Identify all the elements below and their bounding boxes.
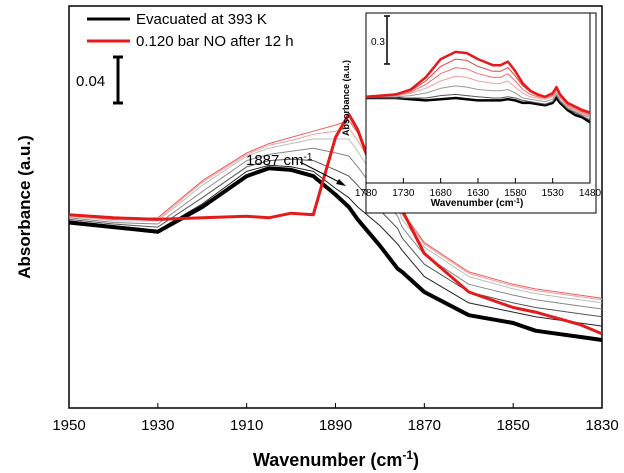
scale-bar-label: 0.04 bbox=[76, 73, 105, 90]
inset-series-line-4 bbox=[365, 67, 591, 116]
legend-label-evacuated: Evacuated at 393 K bbox=[136, 11, 267, 28]
main-series-line-7 bbox=[68, 112, 603, 336]
main-x-axis: 1950 1930 1910 1890 1870 1850 1830 bbox=[52, 403, 619, 434]
legend-label-no: 0.120 bar NO after 12 h bbox=[136, 33, 294, 50]
main-series-line-2 bbox=[68, 158, 603, 318]
main-x-tick-label: 1850 bbox=[496, 417, 529, 434]
main-series-line-1 bbox=[68, 164, 603, 327]
inset-x-tick-label: 1530 bbox=[542, 188, 565, 199]
main-series-line-4 bbox=[68, 138, 603, 304]
inset-series-line-1 bbox=[366, 93, 591, 121]
inset-x-tick-label: 1730 bbox=[392, 188, 415, 199]
legend: Evacuated at 393 K 0.120 bar NO after 12… bbox=[87, 11, 294, 50]
inset-x-tick-label: 1480 bbox=[579, 188, 602, 199]
main-x-tick-label: 1910 bbox=[230, 417, 263, 434]
inset-series-line-0 bbox=[366, 96, 591, 124]
peak-annotation: 1887 cm-1 bbox=[246, 152, 346, 186]
main-x-tick-label: 1870 bbox=[408, 417, 441, 434]
main-series-group bbox=[68, 112, 603, 342]
main-x-tick-label: 1950 bbox=[52, 417, 85, 434]
inset-x-tick-label: 1630 bbox=[467, 188, 490, 199]
inset-y-axis-title: Absorbance (a.u.) bbox=[341, 60, 351, 136]
main-y-axis-title: Absorbance (a.u.) bbox=[15, 135, 34, 279]
main-series-line-5 bbox=[68, 127, 603, 301]
main-series-line-3 bbox=[68, 147, 603, 310]
inset-x-axis-title: Wavenumber (cm-1) bbox=[431, 198, 524, 210]
inset-x-tick-label: 1580 bbox=[504, 188, 527, 199]
main-x-tick-label: 1830 bbox=[585, 417, 618, 434]
main-x-tick-label: 1890 bbox=[319, 417, 352, 434]
inset-x-axis: 1780 1730 1680 1630 1580 1530 1480 bbox=[355, 178, 602, 199]
inset-scale-bar-label: 0.3 bbox=[371, 37, 385, 48]
peak-annotation-arrowhead bbox=[336, 179, 346, 186]
inset-x-tick-label: 1680 bbox=[430, 188, 453, 199]
main-scale-bar: 0.04 bbox=[76, 55, 123, 105]
main-x-tick-label: 1930 bbox=[141, 417, 174, 434]
inset-series-group bbox=[365, 50, 591, 124]
peak-annotation-arrow bbox=[299, 161, 344, 185]
main-series-line-0 bbox=[68, 166, 603, 342]
inset-series-line-2 bbox=[366, 85, 591, 118]
inset-series-line-6 bbox=[365, 50, 591, 114]
main-x-axis-title: Wavenumber (cm-1) bbox=[253, 448, 419, 470]
inset-x-tick-label: 1780 bbox=[355, 188, 378, 199]
inset-series-line-3 bbox=[365, 75, 591, 117]
inset-frame bbox=[365, 12, 597, 214]
peak-annotation-label: 1887 cm-1 bbox=[246, 152, 313, 170]
inset-scale-bar: 0.3 bbox=[371, 15, 390, 65]
